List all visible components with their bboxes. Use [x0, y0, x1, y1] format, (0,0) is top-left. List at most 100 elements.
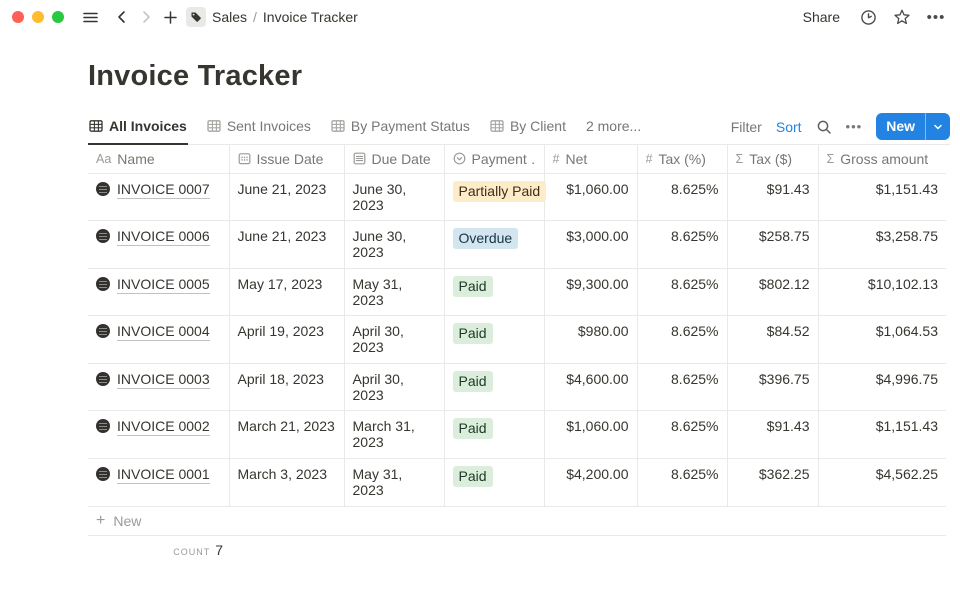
favorite-star-icon[interactable]	[890, 5, 914, 29]
cell-tax-usd[interactable]: $91.43	[727, 172, 819, 220]
invoice-page-icon	[96, 466, 110, 481]
cell-gross[interactable]: $1,151.43	[818, 409, 946, 458]
invoice-page-icon	[96, 418, 110, 433]
cell-due-date[interactable]: April 30, 2023	[344, 314, 445, 363]
status-badge[interactable]: Paid	[452, 417, 493, 439]
table-row: INVOICE 0003 April 18, 2023 April 30, 20…	[88, 362, 946, 410]
search-icon[interactable]	[816, 119, 832, 135]
zoom-window-button[interactable]	[52, 11, 64, 23]
tab-by-payment-status[interactable]: By Payment Status	[330, 113, 471, 145]
cell-tax-usd[interactable]: $396.75	[727, 362, 819, 410]
invoice-name-link[interactable]: INVOICE 0005	[117, 275, 210, 294]
tab-sent-invoices[interactable]: Sent Invoices	[206, 113, 312, 145]
cell-issue-date[interactable]: May 17, 2023	[229, 267, 345, 315]
more-options-icon[interactable]: •••	[926, 8, 946, 26]
column-header-gross[interactable]: Σ Gross amount	[826, 150, 929, 167]
column-header-issue-date[interactable]: Issue Date	[229, 145, 345, 173]
cell-tax-pct[interactable]: 8.625%	[637, 457, 728, 506]
cell-net[interactable]: $980.00	[544, 314, 638, 363]
cell-due-date[interactable]: June 30, 2023	[344, 172, 445, 220]
cell-issue-date[interactable]: April 19, 2023	[229, 314, 345, 363]
cell-due-date[interactable]: April 30, 2023	[344, 362, 445, 410]
share-button[interactable]: Share	[802, 9, 840, 25]
column-header-tax-usd[interactable]: Σ Tax ($)	[727, 145, 819, 173]
column-header-tax-pct[interactable]: # Tax (%)	[637, 145, 728, 173]
cell-issue-date[interactable]: March 3, 2023	[229, 457, 345, 506]
invoice-name-link[interactable]: INVOICE 0007	[117, 180, 210, 199]
invoice-page-icon	[96, 181, 110, 196]
sort-button[interactable]: Sort	[775, 118, 802, 135]
cell-due-date[interactable]: March 31, 2023	[344, 409, 445, 458]
cell-gross[interactable]: $1,064.53	[818, 314, 946, 363]
cell-tax-pct[interactable]: 8.625%	[637, 362, 728, 410]
page-title[interactable]: Invoice Tracker	[88, 60, 303, 92]
cell-due-date[interactable]: May 31, 2023	[344, 267, 445, 315]
cell-tax-usd[interactable]: $362.25	[727, 457, 819, 506]
cell-issue-date[interactable]: April 18, 2023	[229, 362, 345, 410]
column-header-payment-status[interactable]: Payment …	[444, 145, 545, 173]
column-header-net[interactable]: # Net	[544, 145, 638, 173]
invoice-name-link[interactable]: INVOICE 0001	[117, 465, 210, 484]
tab-all-invoices[interactable]: All Invoices	[88, 113, 188, 145]
table-row: INVOICE 0002 March 21, 2023 March 31, 20…	[88, 409, 946, 458]
cell-net[interactable]: $4,600.00	[544, 362, 638, 410]
cell-net[interactable]: $1,060.00	[544, 409, 638, 458]
cell-tax-pct[interactable]: 8.625%	[637, 409, 728, 458]
cell-tax-usd[interactable]: $258.75	[727, 219, 819, 268]
cell-gross[interactable]: $3,258.75	[818, 219, 946, 268]
status-badge[interactable]: Paid	[452, 370, 493, 392]
cell-gross[interactable]: $10,102.13	[818, 267, 946, 315]
cell-gross[interactable]: $1,151.43	[818, 172, 946, 220]
cell-issue-date[interactable]: March 21, 2023	[229, 409, 345, 458]
cell-tax-pct[interactable]: 8.625%	[637, 314, 728, 363]
new-button-label[interactable]: New	[886, 118, 915, 134]
tab-more-views[interactable]: 2 more...	[585, 118, 642, 134]
chevron-down-icon[interactable]	[926, 113, 950, 140]
cell-gross[interactable]: $4,562.25	[818, 457, 946, 506]
cell-tax-pct[interactable]: 8.625%	[637, 172, 728, 220]
view-options-icon[interactable]: •••	[845, 119, 863, 134]
breadcrumb-page[interactable]: Invoice Tracker	[262, 9, 358, 25]
sigma-icon: Σ	[735, 151, 744, 166]
sidebar-menu-icon[interactable]	[78, 5, 102, 29]
cell-net[interactable]: $3,000.00	[544, 219, 638, 268]
cell-gross[interactable]: $4,996.75	[818, 362, 946, 410]
tab-by-client[interactable]: By Client	[489, 113, 567, 145]
back-icon[interactable]	[110, 5, 134, 29]
column-header-name[interactable]: Aa Name	[88, 145, 230, 173]
status-badge[interactable]: Partially Paid	[452, 180, 547, 202]
close-window-button[interactable]	[12, 11, 24, 23]
cell-tax-pct[interactable]: 8.625%	[637, 267, 728, 315]
status-badge[interactable]: Overdue	[452, 227, 519, 249]
forward-icon[interactable]	[134, 5, 158, 29]
cell-tax-usd[interactable]: $84.52	[727, 314, 819, 363]
invoice-page-icon	[96, 276, 110, 291]
invoice-name-link[interactable]: INVOICE 0003	[117, 370, 210, 389]
breadcrumb-section[interactable]: Sales	[212, 9, 248, 25]
cell-net[interactable]: $1,060.00	[544, 172, 638, 220]
cell-tax-pct[interactable]: 8.625%	[637, 219, 728, 268]
add-new-row-button[interactable]: + New	[88, 506, 946, 536]
cell-due-date[interactable]: June 30, 2023	[344, 219, 445, 268]
status-badge[interactable]: Paid	[452, 322, 493, 344]
updates-clock-icon[interactable]	[856, 5, 880, 29]
cell-issue-date[interactable]: June 21, 2023	[229, 219, 345, 268]
cell-due-date[interactable]: May 31, 2023	[344, 457, 445, 506]
filter-button[interactable]: Filter	[730, 118, 762, 135]
cell-net[interactable]: $9,300.00	[544, 267, 638, 315]
cell-tax-usd[interactable]: $91.43	[727, 409, 819, 458]
column-header-due-date[interactable]: Due Date	[344, 145, 445, 173]
status-badge[interactable]: Paid	[452, 275, 493, 297]
new-page-icon[interactable]	[158, 5, 182, 29]
cell-tax-usd[interactable]: $802.12	[727, 267, 819, 315]
minimize-window-button[interactable]	[32, 11, 44, 23]
count-footer[interactable]: COUNT 7	[88, 536, 229, 558]
cell-issue-date[interactable]: June 21, 2023	[229, 172, 345, 220]
status-badge[interactable]: Paid	[452, 465, 493, 487]
invoice-name-link[interactable]: INVOICE 0002	[117, 417, 210, 436]
invoice-name-link[interactable]: INVOICE 0004	[117, 322, 210, 341]
cell-net[interactable]: $4,200.00	[544, 457, 638, 506]
invoice-name-link[interactable]: INVOICE 0006	[117, 227, 210, 246]
new-button[interactable]: New	[876, 113, 950, 140]
